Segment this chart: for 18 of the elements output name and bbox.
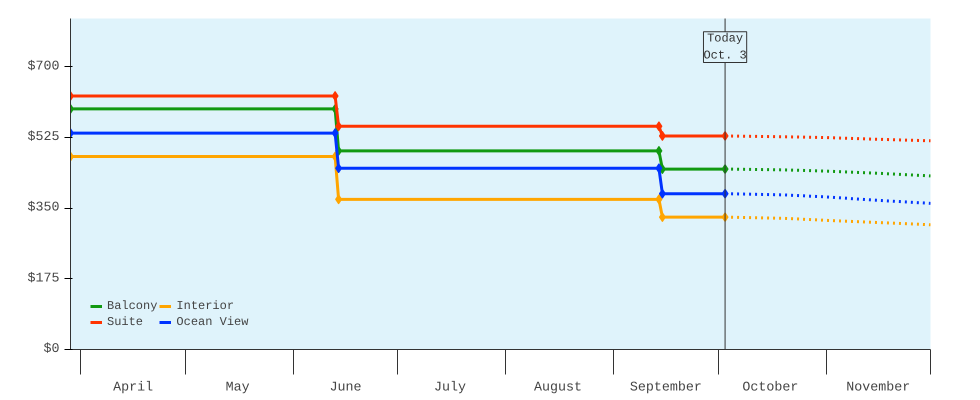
y-tick-label: $0 — [44, 342, 60, 357]
x-tick-label: October — [742, 380, 798, 396]
x-tick-label: August — [534, 380, 582, 396]
y-tick-label: $350 — [28, 200, 60, 216]
legend-label: Suite — [107, 315, 144, 329]
y-tick-label: $175 — [28, 271, 60, 286]
x-tick-label: April — [113, 380, 154, 396]
x-tick-label: May — [226, 380, 250, 396]
x-tick-label: September — [630, 380, 702, 396]
legend-label: Interior — [176, 299, 234, 313]
y-tick-label: $525 — [28, 130, 60, 146]
y-tick-label: $700 — [28, 59, 60, 74]
x-tick-label: November — [846, 380, 910, 396]
x-tick-label: June — [330, 380, 362, 396]
legend-label: Balcony — [107, 299, 158, 313]
legend-label: Ocean View — [176, 315, 248, 329]
x-tick-label: July — [434, 380, 466, 396]
ref-line-label: Today Oct. 3 — [703, 32, 747, 62]
